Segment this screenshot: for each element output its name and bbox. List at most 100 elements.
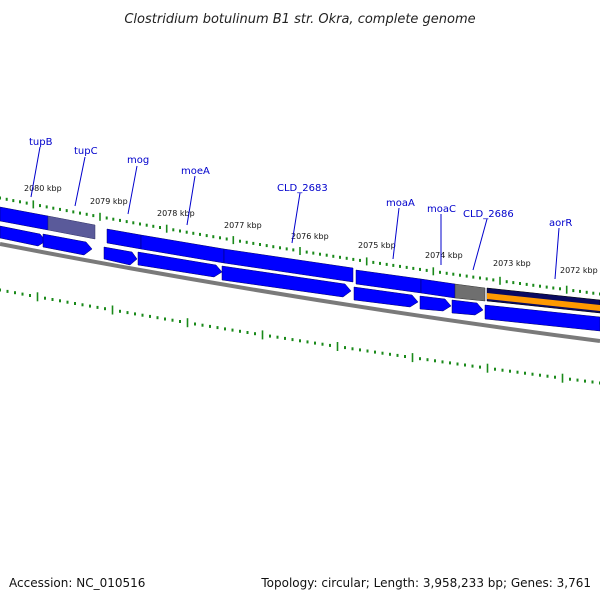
scale-dot — [254, 332, 256, 336]
scale-dot — [179, 229, 181, 233]
scale-dot — [245, 240, 248, 244]
scale-dot — [119, 309, 121, 313]
gene-feature[interactable] — [454, 283, 486, 302]
scale-dot — [545, 285, 548, 289]
accession-text: Accession: NC_010516 — [9, 576, 146, 590]
scale-dot — [239, 329, 241, 333]
scale-dot — [396, 353, 399, 357]
scale-dot — [21, 292, 24, 296]
scale-dot — [134, 312, 136, 316]
scale-dot — [265, 244, 268, 248]
gene-arrow[interactable] — [451, 299, 484, 316]
scale-dot — [96, 305, 99, 309]
scale-dot — [225, 237, 228, 241]
scale-dot — [426, 358, 429, 362]
gene-label-CLD_2683[interactable]: CLD_2683 — [277, 183, 328, 194]
inner-scale-dots — [0, 288, 600, 385]
outer-scale-dots — [0, 196, 600, 296]
scale-dot — [212, 235, 215, 239]
scale-dot — [104, 307, 106, 311]
scale-dot — [141, 313, 144, 317]
scale-dot — [372, 260, 375, 264]
scale-dot — [285, 247, 288, 251]
scale-dot — [531, 372, 534, 376]
gene-label-leaders — [30, 146, 560, 280]
scale-dot — [405, 265, 408, 269]
gene-label-aorR[interactable]: aorR — [549, 218, 572, 229]
scale-label: 2072 kbp — [560, 266, 598, 275]
scale-dot — [299, 339, 301, 343]
scale-dot — [445, 271, 448, 275]
gene-label-tupC[interactable]: tupC — [74, 146, 98, 157]
scale-dot — [209, 324, 211, 328]
leader-line — [472, 218, 488, 271]
leader-line — [30, 146, 41, 198]
gene-feature[interactable] — [420, 278, 456, 299]
scale-dot — [569, 377, 571, 381]
scale-dot — [0, 196, 1, 200]
inner-major-ticks — [36, 292, 564, 383]
scale-dot — [449, 361, 451, 365]
gene-feature[interactable] — [0, 206, 49, 231]
scale-dot — [389, 352, 391, 356]
scale-dot — [381, 351, 384, 355]
scale-dot — [219, 236, 221, 240]
gene-feature[interactable] — [484, 304, 600, 332]
gene-label-tupB[interactable]: tupB — [29, 137, 53, 148]
scale-dot — [231, 328, 234, 332]
gene-feature[interactable] — [47, 215, 96, 240]
scale-dot — [59, 299, 61, 303]
scale-dot — [591, 380, 594, 384]
scale-label: 2075 kbp — [358, 241, 396, 250]
scale-dot — [85, 212, 88, 216]
scale-dot — [559, 287, 561, 291]
scale-dot — [339, 255, 341, 259]
scale-dot — [479, 276, 481, 280]
scale-dot — [246, 331, 249, 334]
gene-label-CLD_2686[interactable]: CLD_2686 — [463, 209, 514, 220]
scale-dot — [404, 355, 406, 358]
scale-dot — [485, 277, 488, 281]
gene-feature[interactable] — [223, 248, 354, 283]
scale-dot — [269, 334, 271, 338]
scale-dot — [259, 243, 261, 246]
scale-dot — [359, 258, 361, 262]
scale-dot — [516, 370, 519, 374]
gene-arrow[interactable] — [419, 295, 452, 312]
gene-label-moaC[interactable]: moaC — [427, 204, 456, 215]
gene-feature[interactable] — [106, 228, 142, 250]
scale-dot — [216, 326, 219, 330]
gene-arrow[interactable] — [103, 246, 138, 266]
gene-label-mog[interactable]: mog — [127, 155, 149, 166]
scale-dot — [172, 228, 175, 232]
gene-arrow[interactable] — [353, 286, 419, 308]
gene-feature[interactable] — [487, 293, 600, 311]
scale-dot — [194, 322, 196, 326]
scale-dot — [501, 368, 504, 372]
gene-arrow[interactable] — [0, 225, 47, 247]
scale-dot — [45, 205, 48, 209]
scale-dot — [156, 316, 159, 320]
scale-dot — [12, 199, 15, 203]
gene-label-moeA[interactable]: moeA — [181, 166, 210, 177]
gene-label-moaA[interactable]: moaA — [386, 198, 415, 209]
leader-line — [127, 165, 138, 215]
gene-arrow[interactable] — [221, 265, 352, 298]
scale-dot — [192, 231, 195, 235]
scale-dot — [385, 262, 388, 266]
scale-label: 2080 kbp — [24, 184, 62, 193]
gene-arrow[interactable] — [137, 251, 223, 278]
scale-dot — [164, 317, 166, 321]
gene-labels: tupB tupC mog moeA CLD_2683 moaA moaC CL… — [29, 137, 572, 229]
scale-dot — [464, 363, 466, 367]
leader-line — [291, 192, 301, 244]
scale-dot — [519, 282, 521, 285]
leader-line — [554, 227, 560, 280]
scale-dot — [132, 221, 135, 225]
scale-dot — [6, 289, 9, 293]
scale-dot — [494, 367, 496, 371]
scale-dot — [332, 254, 335, 258]
scale-labels: 2080 kbp 2079 kbp 2078 kbp 2077 kbp 2076… — [24, 184, 598, 275]
scale-dot — [51, 298, 54, 301]
gene-arrow[interactable] — [42, 233, 93, 256]
